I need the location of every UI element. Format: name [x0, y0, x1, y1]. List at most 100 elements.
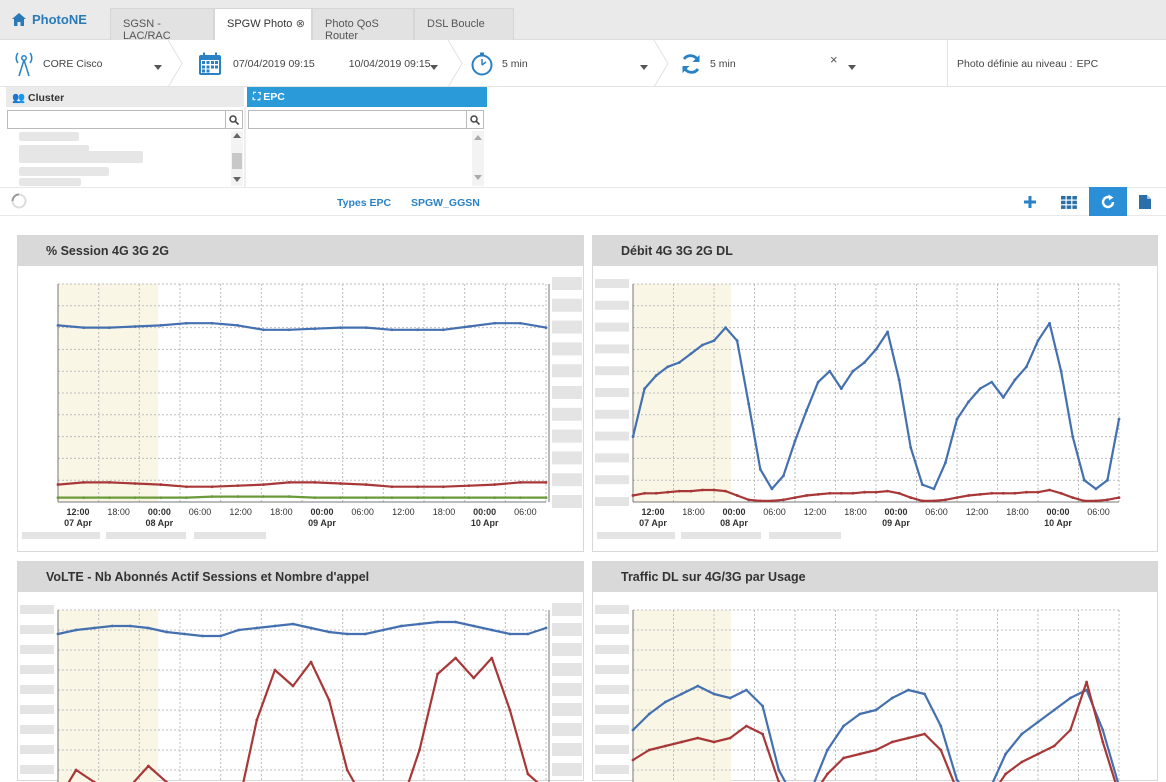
- y-tick-label-redacted: [595, 497, 629, 506]
- data-point: [680, 692, 683, 696]
- y-tick-label-redacted: [595, 665, 629, 674]
- y-tick-label-redacted: [595, 388, 629, 397]
- y-tick-label-redacted: [20, 645, 54, 654]
- tab-label: Photo QoS Router: [325, 18, 379, 42]
- data-point: [1101, 740, 1105, 744]
- data-point: [467, 484, 471, 488]
- clear-icon[interactable]: ×: [830, 52, 838, 67]
- y2-tick-label-redacted: [552, 703, 582, 716]
- data-point: [777, 768, 781, 772]
- data-point: [664, 744, 667, 748]
- scrollbar[interactable]: [231, 131, 243, 186]
- search-icon[interactable]: [225, 111, 242, 128]
- panel-divider: [244, 107, 246, 187]
- y-tick-label-redacted: [595, 745, 629, 754]
- refresh-select[interactable]: 5 min ×: [680, 40, 860, 87]
- search-icon[interactable]: [466, 111, 483, 128]
- list-item[interactable]: [19, 145, 89, 154]
- brand-name: PhotoNE: [32, 12, 87, 27]
- data-point: [364, 326, 368, 329]
- list-item[interactable]: [19, 132, 79, 141]
- data-point: [262, 495, 265, 498]
- data-point: [724, 326, 727, 329]
- data-point: [255, 626, 259, 630]
- x-tick-label: 18:00: [270, 507, 293, 517]
- data-point: [735, 339, 739, 343]
- x-tick-label: 06:00: [763, 507, 786, 517]
- data-point: [758, 467, 762, 471]
- data-point: [255, 718, 259, 722]
- tab-spgw-photo[interactable]: SPGW Photo ⊗: [214, 8, 312, 40]
- data-point: [631, 494, 635, 497]
- data-point: [544, 326, 548, 329]
- brand[interactable]: PhotoNE: [12, 12, 87, 27]
- data-point: [400, 624, 403, 628]
- data-point: [851, 369, 855, 373]
- scrollbar[interactable]: [472, 131, 484, 186]
- epc-search-input[interactable]: [248, 110, 484, 129]
- data-point: [363, 632, 367, 636]
- series-line-blue[interactable]: [57, 322, 547, 331]
- link-types-epc[interactable]: Types EPC: [337, 197, 392, 209]
- calendar-icon: [199, 52, 221, 75]
- link-spgw-ggsn[interactable]: SPGW_GGSN: [411, 197, 480, 209]
- refresh-icon: [682, 53, 700, 74]
- data-point: [107, 480, 111, 484]
- chart-card-volte: VoLTE - Nb Abonnés Actif Sessions et Nom…: [17, 561, 584, 782]
- close-icon[interactable]: ⊗: [295, 18, 305, 30]
- data-point: [874, 708, 878, 712]
- chart-card-debit: Débit 4G 3G 2G DL 12:00 07 Apr 18:00 00:00 0…: [592, 235, 1158, 552]
- sitemap-icon: ⛶: [253, 91, 261, 103]
- y-tick-label-redacted: [20, 725, 54, 734]
- series-line-red[interactable]: [57, 481, 546, 488]
- data-point: [1013, 378, 1017, 382]
- granularity-select[interactable]: 5 min: [470, 40, 650, 87]
- tab-sgsn[interactable]: SGSN - LAC/RAC: [110, 8, 214, 42]
- tab-dsl-boucle[interactable]: DSL Boucle: [414, 8, 514, 40]
- tab-qos-router[interactable]: Photo QoS Router: [312, 8, 414, 42]
- cluster-search-input[interactable]: [7, 110, 243, 129]
- epc-list[interactable]: [248, 131, 484, 186]
- network-select[interactable]: CORE Cisco: [14, 40, 164, 87]
- home-icon: [12, 13, 26, 26]
- grid-view-button[interactable]: [1051, 188, 1087, 216]
- series-line-blue[interactable]: [57, 620, 547, 638]
- x-tick-label: 18:00: [682, 507, 705, 517]
- data-point: [74, 628, 78, 632]
- data-point: [493, 483, 497, 486]
- data-point: [1071, 496, 1075, 500]
- y2-tick-label-redacted: [552, 763, 582, 776]
- list-item[interactable]: [19, 167, 109, 176]
- list-item[interactable]: [19, 151, 143, 163]
- data-point: [990, 491, 994, 495]
- list-item[interactable]: [19, 178, 81, 186]
- chart-card-sessions: % Session 4G 3G 2G 12:00 07 Apr 18:00 00:00…: [17, 235, 584, 552]
- y2-tick-label-redacted: [552, 495, 582, 508]
- data-point: [345, 768, 349, 772]
- data-point: [1106, 478, 1109, 482]
- data-point: [133, 482, 137, 485]
- y-tick-label-redacted: [20, 765, 54, 774]
- date-range-select[interactable]: 07/04/2019 09:15 10/04/2019 09:15: [198, 40, 443, 87]
- data-point: [712, 740, 716, 744]
- data-point: [696, 684, 700, 688]
- reload-button[interactable]: [1089, 187, 1127, 216]
- data-point: [816, 380, 820, 384]
- y2-tick-label-redacted: [552, 298, 582, 312]
- series-line-green[interactable]: [58, 495, 546, 499]
- data-point: [56, 632, 60, 636]
- data-point: [874, 490, 878, 494]
- tab-label: SGSN - LAC/RAC: [123, 18, 171, 42]
- data-point: [339, 482, 342, 485]
- data-point: [1059, 491, 1063, 495]
- x-tick-label-date: 08 Apr: [145, 518, 173, 528]
- data-point: [107, 496, 111, 500]
- add-button[interactable]: [1012, 188, 1048, 216]
- data-point: [416, 496, 419, 500]
- y2-tick-label-redacted: [552, 473, 582, 487]
- cluster-list[interactable]: [7, 131, 243, 186]
- data-point: [236, 324, 240, 327]
- export-button[interactable]: [1127, 188, 1163, 216]
- data-point: [273, 668, 277, 672]
